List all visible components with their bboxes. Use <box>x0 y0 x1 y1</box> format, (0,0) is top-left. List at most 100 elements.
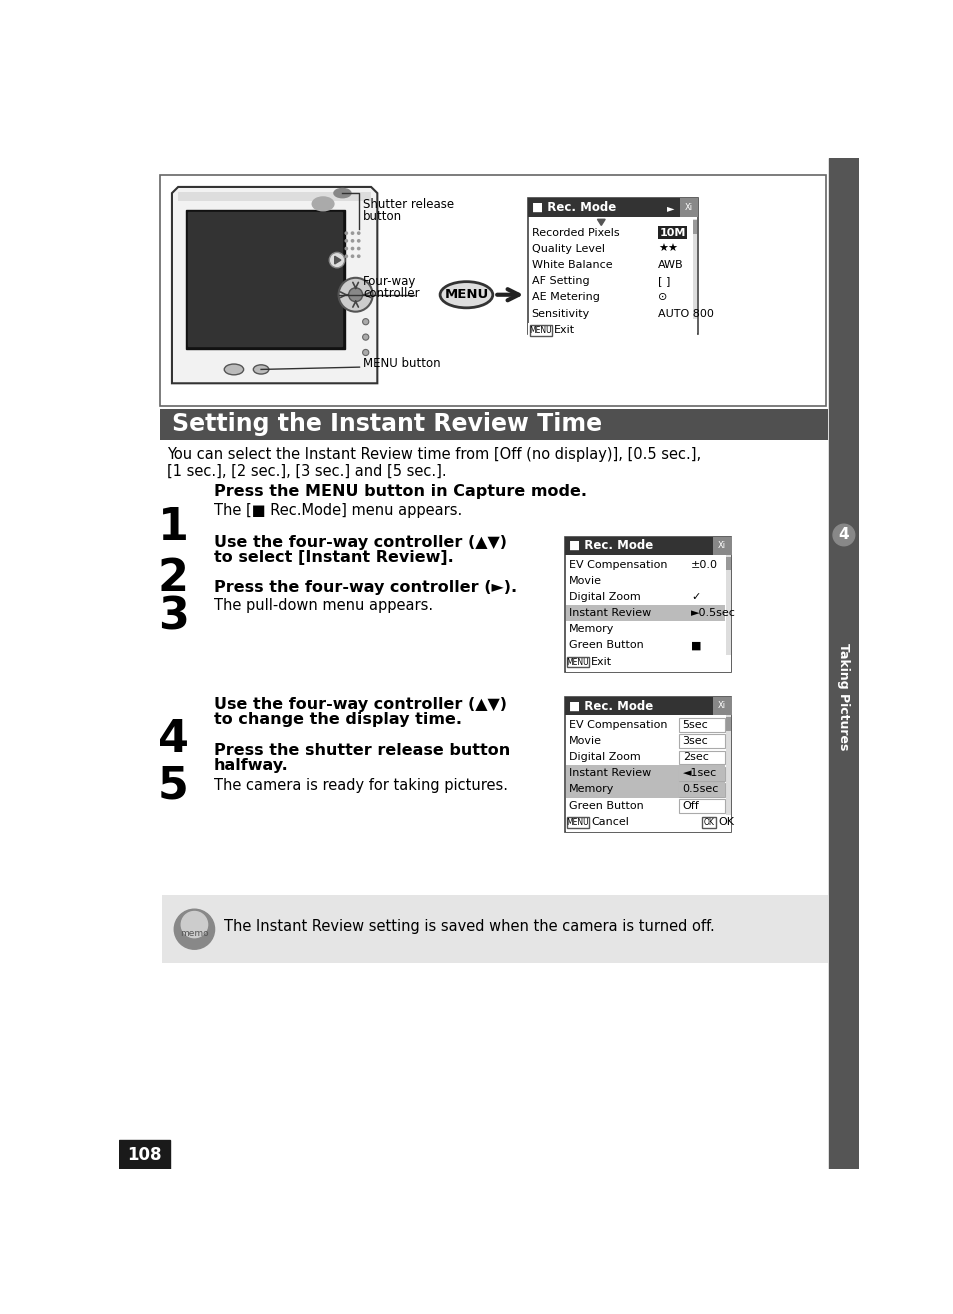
Bar <box>692 219 697 234</box>
Text: Memory: Memory <box>568 784 614 795</box>
Bar <box>530 325 551 335</box>
Text: ±0.0: ±0.0 <box>691 560 718 570</box>
Text: 108: 108 <box>127 1146 161 1164</box>
Bar <box>565 765 724 782</box>
Text: 2: 2 <box>158 557 189 599</box>
Text: halfway.: halfway. <box>213 758 288 773</box>
Text: Xi: Xi <box>684 204 692 213</box>
Circle shape <box>351 255 354 258</box>
Bar <box>679 799 724 813</box>
Bar <box>159 409 827 439</box>
Circle shape <box>362 334 369 340</box>
Text: The [■ Rec.Mode] menu appears.: The [■ Rec.Mode] menu appears. <box>213 503 461 518</box>
Text: ■ Rec. Mode: ■ Rec. Mode <box>568 699 652 712</box>
Text: memo: memo <box>180 929 209 938</box>
Bar <box>725 557 730 570</box>
Text: Movie: Movie <box>568 736 601 746</box>
Text: Digital Zoom: Digital Zoom <box>568 593 639 602</box>
Text: to select [Instant Review].: to select [Instant Review]. <box>213 551 453 565</box>
Text: Use the four-way controller (▲▼): Use the four-way controller (▲▼) <box>213 696 506 712</box>
Text: Shutter release: Shutter release <box>363 197 454 210</box>
Polygon shape <box>597 219 604 226</box>
Bar <box>564 536 731 671</box>
Circle shape <box>357 239 359 242</box>
Text: Recorded Pixels: Recorded Pixels <box>531 227 618 238</box>
Bar <box>725 715 730 815</box>
Text: Press the four-way controller (►).: Press the four-way controller (►). <box>213 579 517 595</box>
Polygon shape <box>172 187 377 384</box>
Bar <box>679 735 724 748</box>
Ellipse shape <box>334 188 351 197</box>
Bar <box>692 218 697 318</box>
Text: Off: Off <box>682 800 699 811</box>
Bar <box>565 782 724 798</box>
Text: Exit: Exit <box>591 657 612 668</box>
Circle shape <box>357 247 359 250</box>
Text: MENU: MENU <box>566 657 589 666</box>
Text: 4: 4 <box>158 719 189 761</box>
Bar <box>564 536 731 555</box>
Circle shape <box>345 233 347 234</box>
Bar <box>712 696 731 715</box>
Bar <box>725 555 730 656</box>
Bar <box>828 158 858 1169</box>
Text: AF Setting: AF Setting <box>531 276 589 286</box>
Text: MENU button: MENU button <box>363 357 440 371</box>
Circle shape <box>338 277 373 311</box>
Ellipse shape <box>439 281 493 307</box>
Text: The Instant Review setting is saved when the camera is turned off.: The Instant Review setting is saved when… <box>224 918 714 934</box>
Text: OK: OK <box>718 817 734 828</box>
Text: ★★: ★★ <box>658 244 678 254</box>
Polygon shape <box>335 256 340 264</box>
Bar <box>679 783 724 796</box>
Circle shape <box>357 233 359 234</box>
Text: You can select the Instant Review time from [Off (no display)], [0.5 sec.],: You can select the Instant Review time f… <box>167 447 700 463</box>
Text: 2sec: 2sec <box>682 752 708 762</box>
Circle shape <box>345 247 347 250</box>
Bar <box>679 783 724 796</box>
Bar <box>712 536 731 555</box>
Text: Green Button: Green Button <box>568 800 643 811</box>
Bar <box>186 210 344 348</box>
Text: Use the four-way controller (▲▼): Use the four-way controller (▲▼) <box>213 535 506 551</box>
Text: to change the display time.: to change the display time. <box>213 712 461 727</box>
Text: Sensitivity: Sensitivity <box>531 309 589 318</box>
Bar <box>567 657 588 668</box>
Bar <box>679 198 698 217</box>
Text: White Balance: White Balance <box>531 260 612 271</box>
Text: 5sec: 5sec <box>682 720 708 729</box>
Ellipse shape <box>312 197 334 210</box>
Bar <box>159 175 825 406</box>
Circle shape <box>357 255 359 258</box>
Bar <box>679 719 724 732</box>
Text: Four-way: Four-way <box>363 275 416 288</box>
Text: EV Compensation: EV Compensation <box>568 720 666 729</box>
Text: [1 sec.], [2 sec.], [3 sec.] and [5 sec.].: [1 sec.], [2 sec.], [3 sec.] and [5 sec.… <box>167 464 446 480</box>
Text: controller: controller <box>363 286 419 300</box>
Text: Instant Review: Instant Review <box>568 608 650 618</box>
Text: ►: ► <box>666 202 674 213</box>
Bar <box>679 750 724 765</box>
Circle shape <box>348 288 362 302</box>
Ellipse shape <box>224 364 243 374</box>
Circle shape <box>351 239 354 242</box>
Bar <box>188 213 342 347</box>
Circle shape <box>351 233 354 234</box>
Bar <box>679 767 724 781</box>
Text: Green Button: Green Button <box>568 640 643 650</box>
Text: ■: ■ <box>691 640 701 650</box>
Text: [ ]: [ ] <box>658 276 670 286</box>
Circle shape <box>362 318 369 325</box>
Ellipse shape <box>253 365 269 374</box>
Bar <box>701 817 716 828</box>
Circle shape <box>329 252 344 268</box>
Text: button: button <box>363 210 402 223</box>
Text: Xi: Xi <box>718 541 725 551</box>
Text: 3sec: 3sec <box>682 736 708 746</box>
Text: Cancel: Cancel <box>591 817 628 828</box>
Text: ■ Rec. Mode: ■ Rec. Mode <box>531 201 615 214</box>
Bar <box>565 815 730 832</box>
Bar <box>162 895 827 963</box>
Bar <box>564 696 731 715</box>
Text: Memory: Memory <box>568 624 614 635</box>
